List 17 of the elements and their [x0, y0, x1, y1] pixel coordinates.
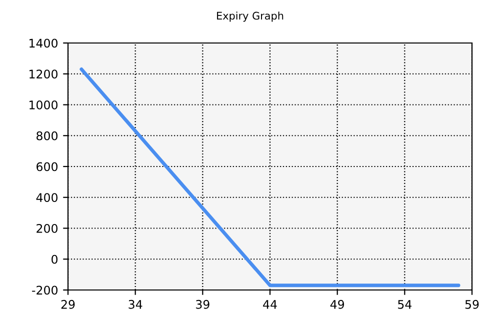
x-tick-label: 29: [61, 300, 75, 309]
x-tick-label: 49: [330, 300, 344, 309]
y-tick-label: 1400: [30, 38, 58, 48]
x-tick-label: 34: [128, 300, 142, 309]
y-tick-label: 800: [36, 131, 58, 140]
y-tick-label: 600: [36, 162, 58, 172]
y-tick-label: 0: [52, 254, 58, 264]
y-tick-label: 1200: [30, 70, 58, 79]
y-tick-label: 400: [36, 193, 58, 202]
y-tick-label: 1000: [30, 100, 58, 110]
x-tick-label: 54: [398, 300, 412, 309]
y-tick-label: 200: [36, 224, 58, 233]
x-tick-label: 44: [263, 300, 277, 309]
chart-title: Expiry Graph: [217, 12, 284, 22]
x-tick-label: 39: [196, 300, 210, 309]
y-tick-label: -200: [32, 286, 58, 295]
x-tick-label: 59: [465, 300, 479, 309]
